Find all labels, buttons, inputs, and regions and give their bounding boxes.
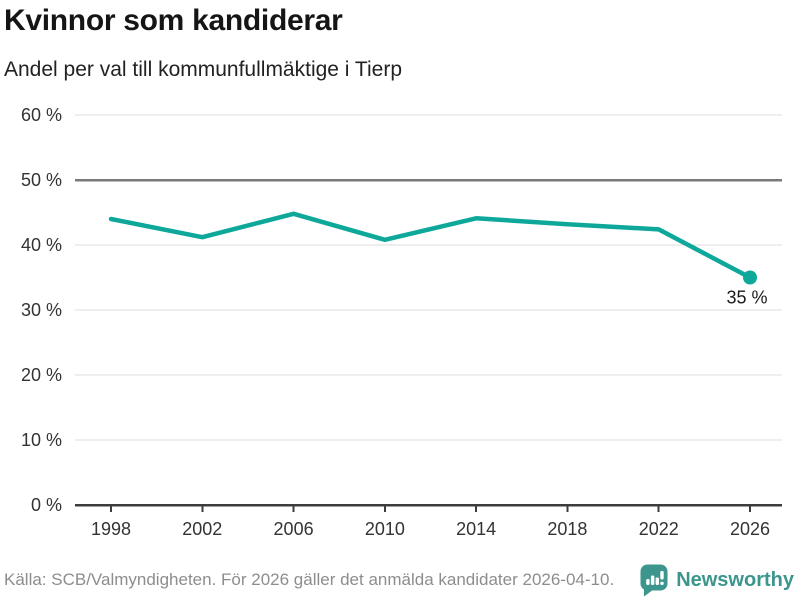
y-tick-label: 30 %: [21, 300, 62, 320]
newsworthy-wordmark: Newsworthy: [676, 568, 794, 591]
y-tick-label: 0 %: [31, 495, 62, 515]
line-chart: 0 % 10 % 20 % 30 % 40 % 50 % 60 % 1998 2002 2006 2…: [21, 105, 782, 539]
page-title: Kvinnor som kandiderar: [4, 4, 343, 37]
x-tick-label: 2014: [456, 519, 496, 539]
x-tick-label: 2022: [639, 519, 679, 539]
y-tick-label: 50 %: [21, 170, 62, 190]
chart-subtitle: Andel per val till kommunfullmäktige i T…: [4, 58, 402, 81]
y-tick-label: 60 %: [21, 105, 62, 125]
x-tick-label: 2002: [182, 519, 222, 539]
y-tick-label: 10 %: [21, 430, 62, 450]
x-tick-label: 2006: [274, 519, 314, 539]
x-tick-label: 2018: [547, 519, 587, 539]
data-line: [108, 211, 753, 280]
x-tick-label: 2026: [730, 519, 770, 539]
newsworthy-logo: Newsworthy: [639, 563, 794, 597]
end-point-marker: [743, 270, 757, 285]
y-tick-label: 20 %: [21, 365, 62, 385]
source-note: Källa: SCB/Valmyndigheten. För 2026 gäll…: [4, 570, 615, 589]
y-tick-label: 40 %: [21, 235, 62, 255]
newsworthy-chart-bubble-icon: [640, 564, 668, 597]
x-tick-label: 1998: [91, 519, 131, 539]
footer: Källa: SCB/Valmyndigheten. För 2026 gäll…: [0, 560, 800, 600]
end-point-label: 35 %: [726, 288, 767, 308]
x-tick-label: 2010: [365, 519, 405, 539]
